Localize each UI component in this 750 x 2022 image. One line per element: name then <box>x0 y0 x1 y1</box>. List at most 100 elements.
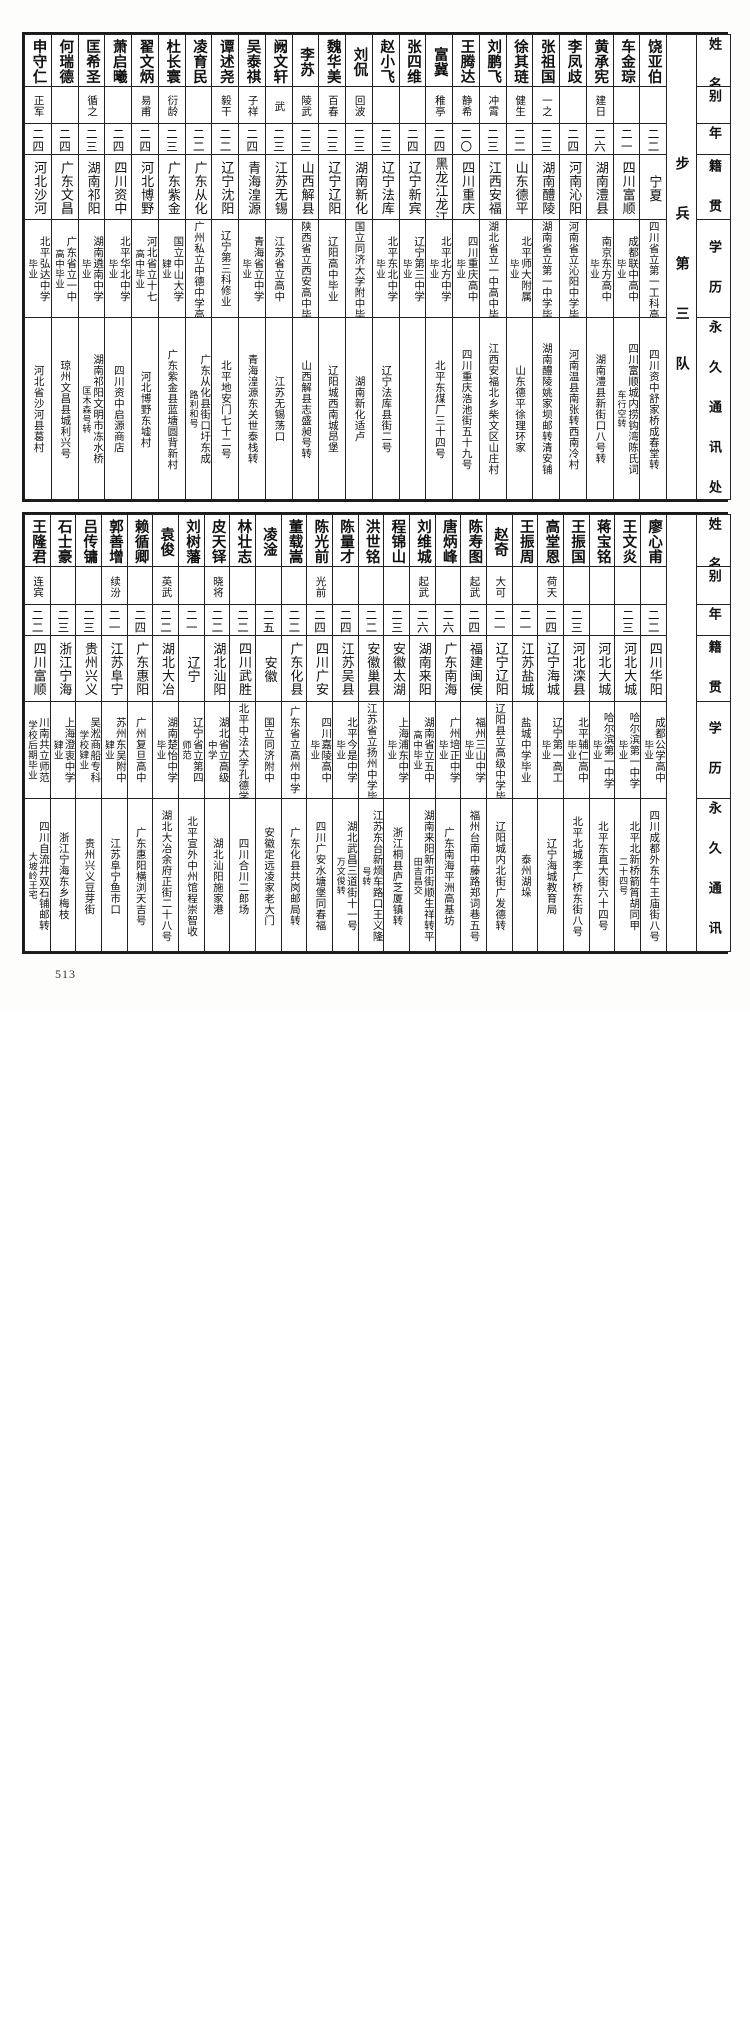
row-header-box: 年 龄 <box>697 606 729 635</box>
alias-box: 百春 <box>320 88 345 123</box>
row-header-name: 姓 名 <box>696 33 731 88</box>
education-cell: 辽宁第一高工 毕业 <box>539 702 562 797</box>
age-text: 二四 <box>432 127 447 153</box>
address-line: 浙江宁海东乡梅枝 <box>57 832 70 920</box>
name-box: 申守仁 <box>25 36 50 86</box>
name-box: 董载嵩 <box>282 516 306 566</box>
origin-text: 河北博野 <box>138 161 154 215</box>
age-box: 二四 <box>462 606 486 635</box>
cell-age: 二三 <box>383 604 411 637</box>
address-line-secondary: 号转 <box>360 866 371 886</box>
cell-name: 皮天铎 <box>203 513 231 568</box>
age-box: 二三 <box>346 125 371 154</box>
alias-box: 循之 <box>79 88 104 123</box>
education-cell: 苏州东吴附中 肄业 <box>103 702 126 797</box>
address-line: 山西解县志盛昶号转 <box>300 359 313 459</box>
cell-age: 二三 <box>291 123 320 155</box>
alias-box: 荷天 <box>539 568 563 604</box>
name-box: 皮天铎 <box>205 516 229 566</box>
alias-text: 晓将 <box>211 575 224 598</box>
cell-alias <box>280 566 308 606</box>
cell-addr: 四川资中启源商店 <box>104 316 132 501</box>
address-cell: 江苏东台新烦车路口王义隆 号转 <box>359 800 382 951</box>
origin-text: 贵州兴义 <box>81 642 97 697</box>
alias-text: 一之 <box>540 95 553 118</box>
education-cell: 哈尔滨第一中学 毕业 <box>590 702 615 797</box>
origin-text: 湖北大冶 <box>158 642 174 697</box>
address-line: 湖北武昌三道街十一号 <box>345 821 358 931</box>
cell-edu: 哈尔滨第一中学 毕业 <box>614 700 642 800</box>
age-text: 二三 <box>390 608 405 634</box>
address-line: 辽阳城内北街广发德转 <box>494 821 507 931</box>
origin-box: 河北大城 <box>590 637 614 701</box>
cell-name: 廖心甫 <box>640 513 667 568</box>
address-line: 山东德平徐理环家 <box>514 365 527 454</box>
origin-text: 安徽 <box>261 655 277 683</box>
education-institution: 湖南楚怡中学 <box>166 717 179 784</box>
education-status: 毕业 <box>400 258 412 279</box>
alias-text: 正军 <box>32 95 45 118</box>
cell-addr: 安徽定远凌家老大门 <box>255 798 282 952</box>
cell-edu: 北平辅仁高中 毕业 <box>563 700 590 800</box>
address-cell: 四川成都外东牛王庙街八号 <box>642 800 666 951</box>
cell-edu: 南京东方高中 毕业 <box>585 219 614 318</box>
name-text: 申守仁 <box>30 39 47 85</box>
name-box: 车金琮 <box>614 36 639 86</box>
cell-alias: 一之 <box>532 86 560 125</box>
origin-text: 河北大城 <box>621 642 637 697</box>
age-text: 二三 <box>325 127 340 153</box>
education-cell: 福州三山中学 毕业 <box>462 702 485 797</box>
education-institution: 广东省立高州中学 <box>288 706 301 795</box>
origin-text: 安徽巢县 <box>364 642 380 697</box>
age-box: 二六 <box>587 125 612 154</box>
origin-box: 黑龙江龙江 <box>427 155 452 219</box>
age-text: 二三 <box>84 127 99 153</box>
age-box: 二一 <box>614 125 639 154</box>
address-line: 浙江桐县庐芝厦镇转 <box>391 826 404 926</box>
origin-text: 广东从化 <box>191 161 207 215</box>
cell-name: 蒋宝铭 <box>588 513 616 568</box>
address-cell <box>400 318 425 498</box>
cell-age: 二二 <box>229 604 257 637</box>
education-institution: 哈尔滨第一中学 <box>602 711 615 789</box>
cell-addr: 四川成都外东牛王庙街八号 <box>640 798 667 952</box>
education-cell: 北平弘达中学 毕业 <box>25 221 50 317</box>
alias-text: 起武 <box>468 575 481 598</box>
cell-addr: 湖南祁阳文明市冻水桥 匡木森号转 <box>77 316 106 501</box>
alias-box <box>590 568 614 604</box>
table-row: 北平弘达中学 毕业 广东省立一中 高中毕业 湖南遴南中学 毕业 北平华北中学 毕业 河北省立十七… <box>24 219 731 318</box>
education-institution: 辽阳高中毕业 <box>326 235 339 302</box>
age-text: 二六 <box>415 608 430 634</box>
address-line: 北平宣外中州馆程崇智收 <box>186 815 199 937</box>
row-header-text: 永 久 通 讯 处 <box>705 801 721 952</box>
cell-origin: 辽宁辽阳 <box>318 153 346 221</box>
origin-box: 青海湟源 <box>239 155 264 218</box>
cell-addr: 湖北武昌三道街十一号 万文俊转 <box>332 798 359 952</box>
row-header-box: 姓 名 <box>697 516 729 566</box>
cell-age: 二三 <box>318 123 346 155</box>
origin-box: 江苏吴县 <box>334 637 358 701</box>
origin-box: 安徽 <box>257 637 281 701</box>
name-text: 唐炳峰 <box>440 519 457 565</box>
origin-text: 广东文昌 <box>57 161 73 215</box>
alias-box: 健生 <box>507 88 532 123</box>
cell-origin: 湖北汕阳 <box>203 635 231 702</box>
education-status: 毕业 <box>26 258 38 279</box>
age-box: 二二 <box>213 125 238 154</box>
cell-edu: 辽阳县立高级中学毕业 <box>486 700 513 800</box>
name-box: 翟文炳 <box>132 36 157 86</box>
row-header-box: 别 号 <box>697 568 729 603</box>
cell-name: 唐炳峰 <box>434 513 462 568</box>
age-text: 二二 <box>512 127 527 153</box>
table-row: 河北省沙河县葛村 琼州文昌县城利兴号 湖南祁阳文明市冻水桥 匡木森号转 四川资中启源商店… <box>24 316 731 501</box>
cell-origin: 辽宁海城 <box>537 635 565 702</box>
age-box: 二三 <box>385 606 409 635</box>
origin-box: 河北博野 <box>132 155 157 218</box>
name-box: 唐炳峰 <box>436 516 460 566</box>
cell-alias <box>588 566 616 606</box>
row-header-box: 姓 名 <box>698 36 730 86</box>
cell-addr: 北平北新桥箭筲胡同甲 二十四号 <box>614 798 642 952</box>
age-box: 二三 <box>480 125 505 154</box>
cell-addr: 辽宁海城教育局 <box>537 798 565 952</box>
cell-name: 程锦山 <box>383 513 411 568</box>
